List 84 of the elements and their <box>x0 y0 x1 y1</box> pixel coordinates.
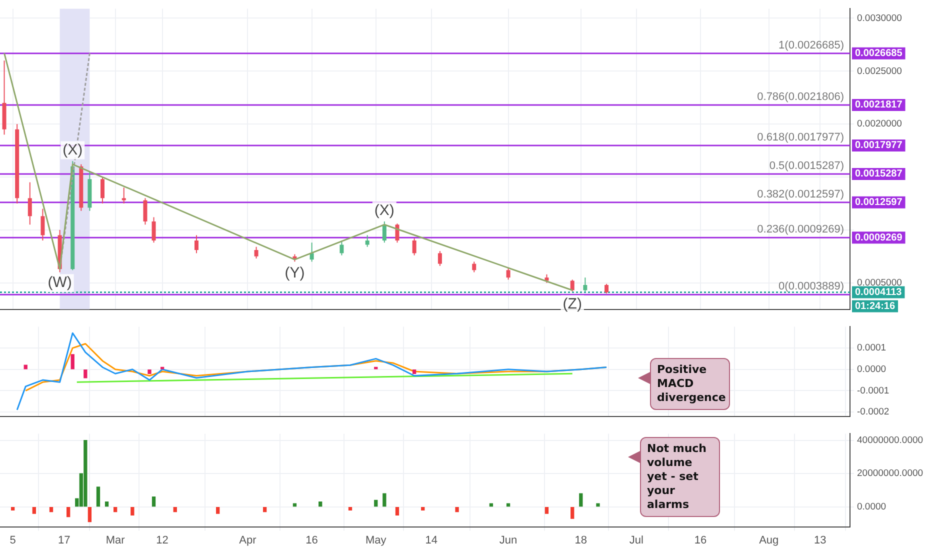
bar <box>412 370 416 374</box>
annotation: (X) <box>374 202 394 219</box>
bar <box>32 507 36 514</box>
y-tick-label: 40000000.0000 <box>857 434 924 446</box>
ref-line-label: 0.236(0.0009269) <box>757 224 844 236</box>
x-tick-label: Jul <box>629 534 644 546</box>
ref-line-label: 0.5(0.0015287) <box>769 160 844 172</box>
ref-line-label: 0.786(0.0021806) <box>757 90 844 103</box>
bar <box>66 507 70 518</box>
ref-line-label: 1(0.0026685) <box>778 39 844 52</box>
bar <box>579 493 583 507</box>
text: 0.0017977 <box>855 140 903 152</box>
bar <box>10 507 15 511</box>
text: 0.0012597 <box>855 197 903 208</box>
bar <box>88 507 92 522</box>
x-tick-label: Jun <box>499 534 518 546</box>
bar <box>382 493 386 507</box>
x-tick-label: Apr <box>239 534 257 546</box>
y-tick-label: 0.0030000 <box>857 12 902 24</box>
candlestick <box>395 223 400 244</box>
bar <box>318 502 322 507</box>
bar <box>70 354 74 370</box>
y-tick-label: 0.0025000 <box>857 66 902 77</box>
candlestick <box>506 268 510 280</box>
text: 0.0021817 <box>855 100 903 111</box>
text: 0.0004113 <box>855 286 902 298</box>
candlestick <box>570 279 574 292</box>
text: 01:24:16 <box>855 300 896 312</box>
x-tick-label: 16 <box>306 534 318 546</box>
bar <box>374 500 378 507</box>
bar <box>96 486 100 507</box>
ref-line-label: 0.382(0.0012597) <box>757 188 844 200</box>
y-tick-label: 0.0020000 <box>857 118 902 130</box>
candlestick <box>40 208 45 241</box>
candlestick <box>412 238 416 256</box>
bar <box>348 507 352 511</box>
annotation: (Z) <box>562 295 582 312</box>
x-tick-label: Mar <box>106 534 126 546</box>
candlestick <box>100 176 105 204</box>
x-tick-label: Aug <box>759 534 779 546</box>
annotation: (W) <box>48 274 72 292</box>
bar <box>421 507 425 511</box>
x-tick-label: 12 <box>156 534 168 546</box>
annotation: (Y) <box>284 264 305 282</box>
bar <box>506 503 510 507</box>
text: 0.0009269 <box>855 232 903 244</box>
annotation: (X) <box>62 141 83 158</box>
y-tick-label: -0.0002 <box>857 406 890 418</box>
x-tick-label: 17 <box>58 534 70 546</box>
y-tick-label: 0.0001 <box>857 342 886 354</box>
candlestick <box>340 240 344 256</box>
bar <box>84 440 88 507</box>
candlestick <box>365 234 370 248</box>
ref-line-label: 0.618(0.0017977) <box>757 132 844 144</box>
x-tick-label: 13 <box>814 534 826 546</box>
bar <box>489 503 494 507</box>
x-tick-label: 5 <box>10 534 16 546</box>
x-tick-label: May <box>365 534 387 546</box>
annotation: Positive MACD divergence <box>650 358 730 410</box>
x-tick-label: 14 <box>425 534 438 546</box>
text: 0.0026685 <box>855 48 903 60</box>
bar <box>570 507 574 519</box>
candlestick <box>28 182 32 226</box>
bar <box>49 507 54 512</box>
y-tick-label: 20000000.0000 <box>857 468 924 480</box>
candlestick <box>310 242 314 262</box>
y-tick-label: -0.0001 <box>857 385 890 396</box>
annotation: Not much volume yet - set your alarms <box>640 437 720 517</box>
bar <box>395 507 400 516</box>
x-tick-label: 16 <box>694 534 707 546</box>
candlestick <box>472 261 476 273</box>
y-tick-label: 0.0000 <box>857 364 886 375</box>
candlestick <box>438 250 442 266</box>
ref-line-label: 0(0.0003889) <box>778 280 844 293</box>
bar <box>104 502 109 507</box>
bar <box>84 370 88 378</box>
bar <box>544 507 549 514</box>
text: 0.0015287 <box>855 168 903 180</box>
y-tick-label: 0.0000 <box>857 501 886 512</box>
candlestick <box>382 220 386 244</box>
y-tick-label: 0.0005000 <box>857 277 902 288</box>
bar <box>596 503 600 507</box>
x-tick-label: 18 <box>574 534 588 546</box>
bar <box>455 507 459 512</box>
